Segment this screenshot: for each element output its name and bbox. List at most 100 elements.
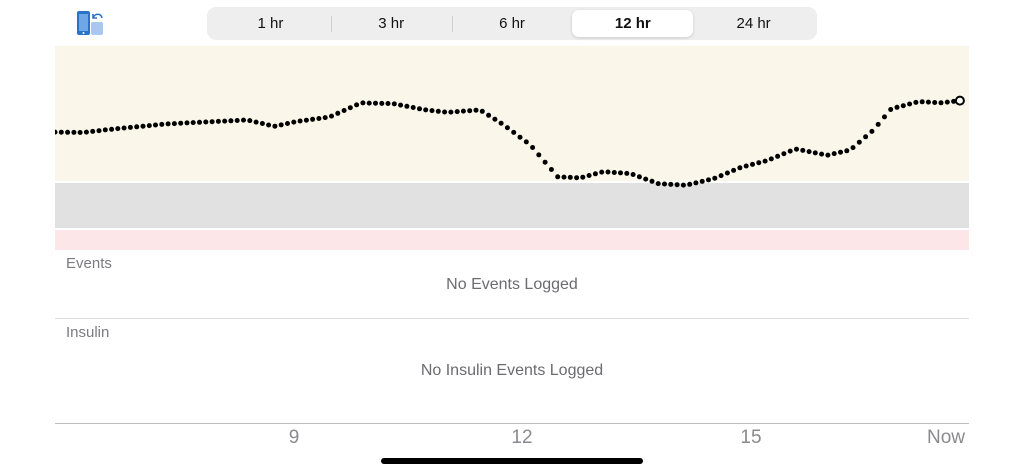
glucose-reading-point [467,108,473,114]
glucose-reading-point [548,167,554,172]
glucose-reading-point [140,123,146,129]
glucose-reading-point [341,108,347,113]
glucose-reading-point [479,108,485,114]
glucose-reading-point [863,134,869,140]
glucose-reading-point [743,163,749,169]
glucose-reading-point [731,167,737,173]
glucose-reading-point [542,159,548,165]
target-zone-band [55,183,969,228]
glucose-reading-point [77,130,83,135]
glucose-reading-point [724,170,730,176]
glucose-reading-point [178,120,184,126]
glucose-reading-point [448,109,454,115]
glucose-reading-point [127,124,133,130]
range-option-1hr[interactable]: 1 hr [210,10,331,37]
glucose-reading-point [630,172,636,177]
glucose-reading-point [379,100,385,106]
glucose-reading-point [882,114,887,120]
glucose-reading-point [611,170,617,175]
glucose-reading-point [944,99,950,105]
glucose-reading-point [775,153,781,159]
glucose-reading-point [335,110,341,116]
glucose-reading-point [567,174,573,180]
range-option-24hr[interactable]: 24 hr [693,10,814,37]
glucose-reading-point [687,181,693,187]
glucose-reading-point [228,118,234,124]
glucose-reading-point [536,152,542,158]
glucose-reading-point [90,128,96,134]
glucose-reading-point [498,120,504,126]
glucose-reading-point [134,124,140,130]
glucose-reading-point [831,151,837,157]
glucose-reading-point [297,118,303,124]
glucose-reading-point [768,156,774,162]
glucose-reading-point [856,139,862,145]
axis-tick-label: 12 [511,427,533,448]
range-option-12hr[interactable]: 12 hr [572,10,694,37]
glucose-reading-point [303,117,309,123]
glucose-reading-point [592,171,598,177]
glucose-reading-point [385,101,391,106]
no-insulin-message: No Insulin Events Logged [420,362,604,379]
glucose-reading-point [423,107,429,113]
glucose-reading-point [894,104,900,110]
glucose-reading-point [391,101,397,107]
glucose-reading-point [838,149,843,155]
glucose-reading-point [492,116,498,122]
section-divider [55,318,969,319]
glucose-reading-point [347,105,353,111]
glucose-reading-point [951,98,957,104]
glucose-reading-point [900,103,906,109]
range-option-6hr[interactable]: 6 hr [451,10,573,37]
glucose-reading-point [366,100,372,106]
glucose-reading-point [398,102,404,108]
glucose-reading-point [190,120,196,126]
glucose-reading-point [888,107,894,112]
glucose-reading-point [316,116,322,121]
glucose-reading-point [322,115,328,121]
glucose-reading-point [473,107,479,113]
no-events-message: No Events Logged [446,276,578,293]
glucose-reading-point [794,146,799,152]
glucose-reading-point [171,121,177,127]
glucose-reading-point [417,106,422,112]
glucose-reading-point [197,119,202,125]
glucose-reading-point [65,129,71,135]
glucose-reading-point [806,149,812,155]
glucose-reading-point [819,151,825,157]
glucose-reading-point [259,121,265,126]
glucose-reading-point [442,109,448,115]
glucose-reading-point [203,119,209,125]
range-option-3hr[interactable]: 3 hr [330,10,452,37]
time-axis [55,423,969,424]
glucose-reading-point [907,101,913,107]
glucose-reading-point [850,145,856,151]
glucose-reading-point [636,174,642,180]
glucose-reading-point [486,112,492,118]
glucose-reading-point [247,118,253,124]
glucose-reading-point [925,99,931,105]
glucose-reading-point [253,119,259,125]
glucose-reading-point [932,100,938,105]
home-indicator[interactable] [381,458,643,464]
glucose-reading-point [706,177,711,183]
glucose-readings [55,95,965,188]
glucose-reading-point [586,173,592,178]
time-range-selector: 1 hr 3 hr 6 hr 12 hr 24 hr [207,7,817,40]
glucose-reading-point [762,158,768,164]
range-label: 1 hr [257,15,284,32]
glucose-reading-point [712,175,718,181]
glucose-reading-point [153,122,158,128]
glucose-reading-point [102,127,108,133]
events-section-title: Events [66,255,112,272]
range-label: 12 hr [614,15,651,32]
glucose-reading-point [599,169,605,175]
glucose-reading-point [875,121,881,127]
glucose-reading-point [680,182,686,188]
phone-rotate-icon[interactable] [74,8,106,38]
glucose-reading-point [580,174,586,180]
glucose-reading-point [938,100,944,106]
axis-tick-label: 15 [740,427,762,448]
glucose-reading-point [241,117,246,123]
glucose-reading-point [737,165,743,171]
